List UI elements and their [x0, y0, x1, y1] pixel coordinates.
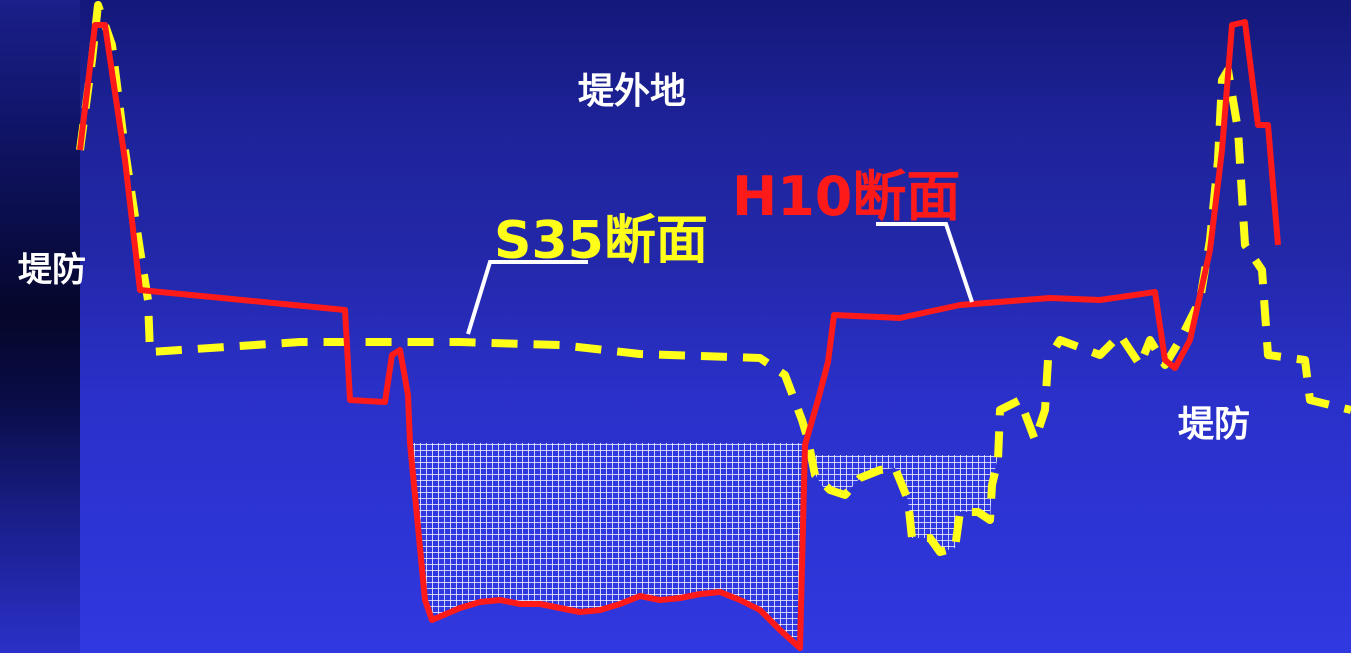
s35-leader-line [466, 260, 588, 335]
hatched-area-main-channel [410, 443, 808, 648]
h10-leader-line [876, 222, 974, 303]
h10-section-line [77, 19, 1281, 651]
label-levee-right: 堤防 [1178, 404, 1251, 445]
label-outside-area: 堤外地 [578, 71, 687, 112]
hatched-area-side-channel [810, 455, 998, 552]
label-levee-left: 堤防 [18, 250, 86, 290]
label-s35-section: S35断面 [494, 211, 708, 271]
left-strip-background [0, 0, 80, 653]
label-h10-section: H10断面 [732, 165, 961, 228]
